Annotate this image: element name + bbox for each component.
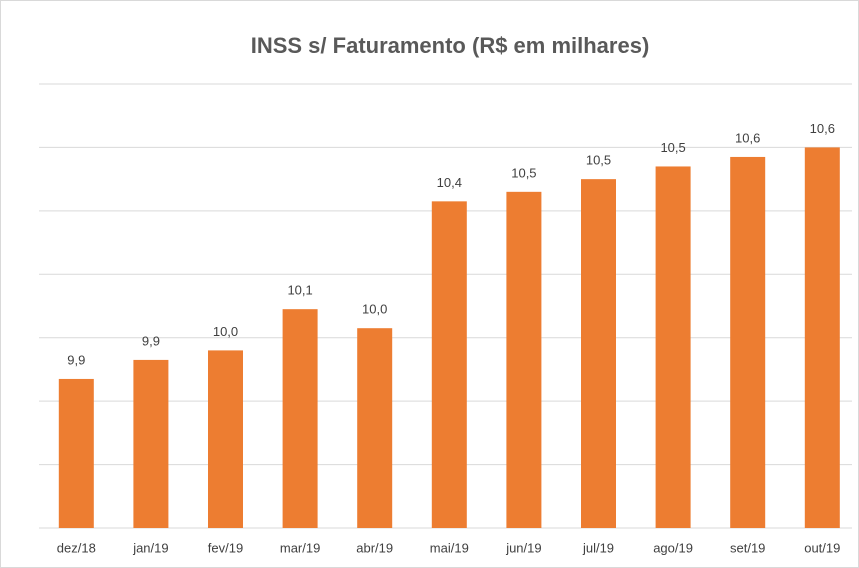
- data-label: 9,9: [67, 352, 85, 367]
- x-tick-label: abr/19: [356, 540, 393, 555]
- x-tick-label: out/19: [804, 540, 840, 555]
- bar: [357, 328, 393, 528]
- bar: [208, 350, 243, 528]
- data-label: 10,5: [511, 165, 536, 180]
- x-tick-label: fev/19: [208, 540, 243, 555]
- data-label: 10,5: [660, 140, 685, 155]
- data-label: 10,0: [213, 324, 238, 339]
- x-tick-label: jun/19: [505, 540, 541, 555]
- data-label: 10,6: [735, 130, 760, 145]
- bar: [655, 166, 691, 528]
- x-tick-label: ago/19: [653, 540, 693, 555]
- bar: [506, 191, 542, 529]
- bar: [581, 179, 616, 528]
- x-tick-label: jan/19: [132, 540, 168, 555]
- data-label: 10,5: [586, 153, 611, 168]
- bar: [133, 359, 169, 528]
- x-tick-label: jul/19: [582, 540, 614, 555]
- chart-title: INSS s/ Faturamento (R$ em milhares): [251, 33, 650, 58]
- bar: [282, 309, 318, 528]
- data-label: 10,4: [437, 175, 462, 190]
- data-label: 10,1: [287, 283, 312, 298]
- data-label: 10,0: [362, 302, 387, 317]
- x-tick-label: set/19: [730, 540, 765, 555]
- x-tick-label: dez/18: [57, 540, 96, 555]
- data-label: 10,6: [810, 121, 835, 136]
- bar: [431, 201, 467, 529]
- bar: [730, 156, 766, 528]
- data-label: 9,9: [142, 333, 160, 348]
- x-tick-label: mar/19: [280, 540, 320, 555]
- bar: [804, 147, 840, 528]
- bar: [58, 378, 94, 528]
- x-tick-label: mai/19: [430, 540, 469, 555]
